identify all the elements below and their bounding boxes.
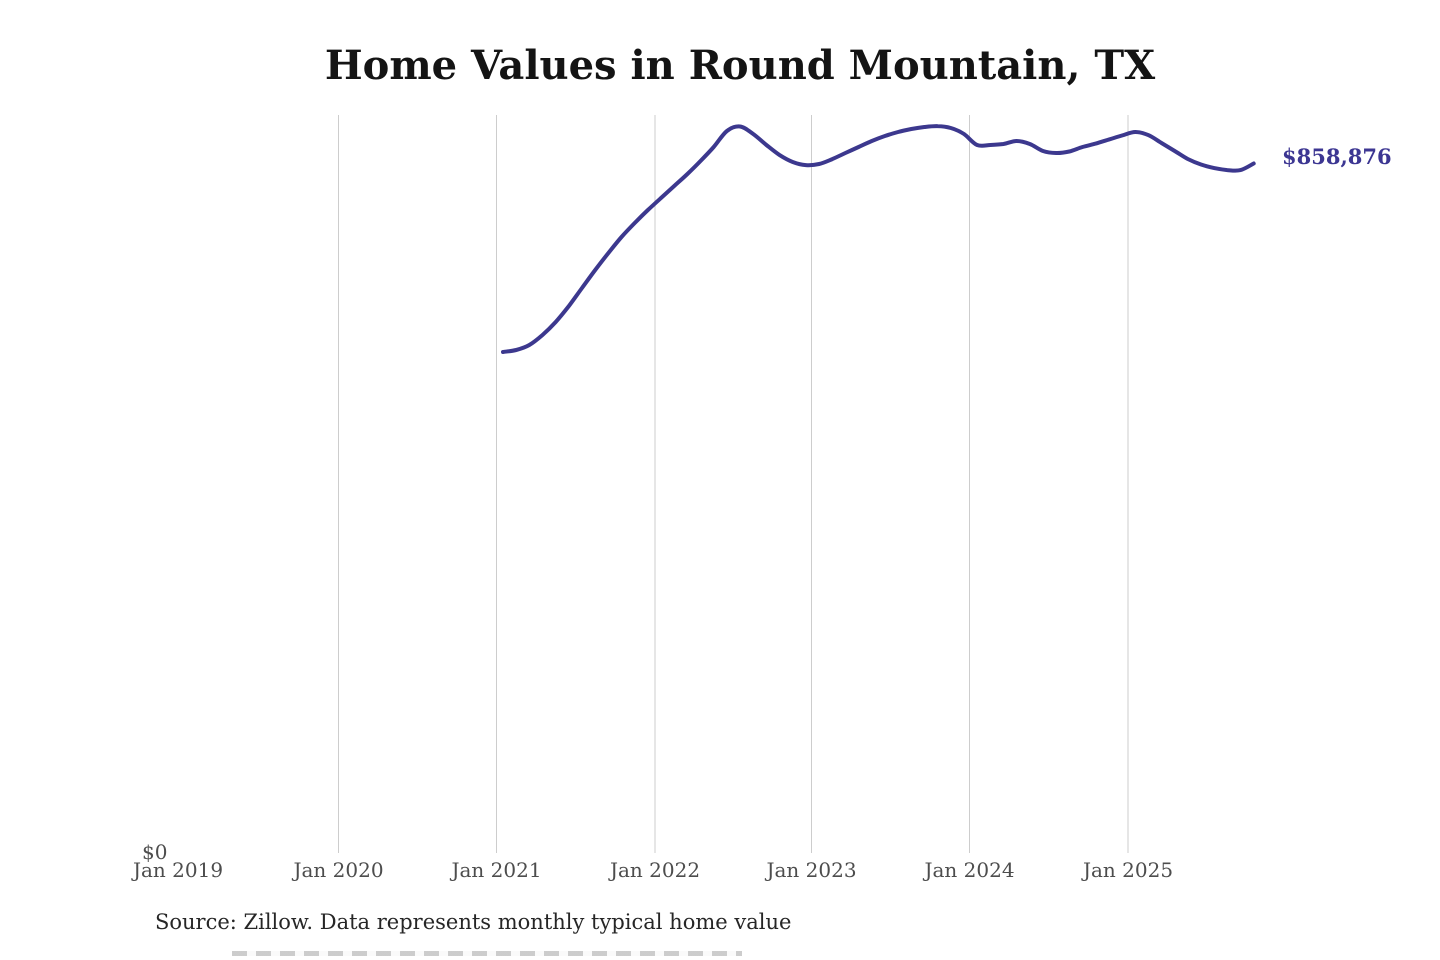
x-axis-label-jan-2020: Jan 2020 — [293, 858, 384, 882]
x-axis-label-jan-2025: Jan 2025 — [1082, 858, 1174, 882]
x-axis-label-jan-2021: Jan 2021 — [451, 858, 542, 882]
chart-title: Home Values in Round Mountain, TX — [324, 42, 1156, 89]
x-axis-label-jan-2022: Jan 2022 — [609, 858, 701, 882]
x-axis-label-jan-2019: Jan 2019 — [132, 858, 224, 882]
clipped-text-artifact — [232, 951, 742, 956]
x-axis-label-jan-2023: Jan 2023 — [766, 858, 857, 882]
y-axis-zero-label: $0 — [142, 840, 168, 864]
home-value-line — [501, 124, 1256, 354]
x-axis-label-jan-2024: Jan 2024 — [924, 858, 1015, 882]
source-note: Source: Zillow. Data represents monthly … — [155, 910, 792, 934]
last-value-label: $858,876 — [1282, 144, 1392, 169]
